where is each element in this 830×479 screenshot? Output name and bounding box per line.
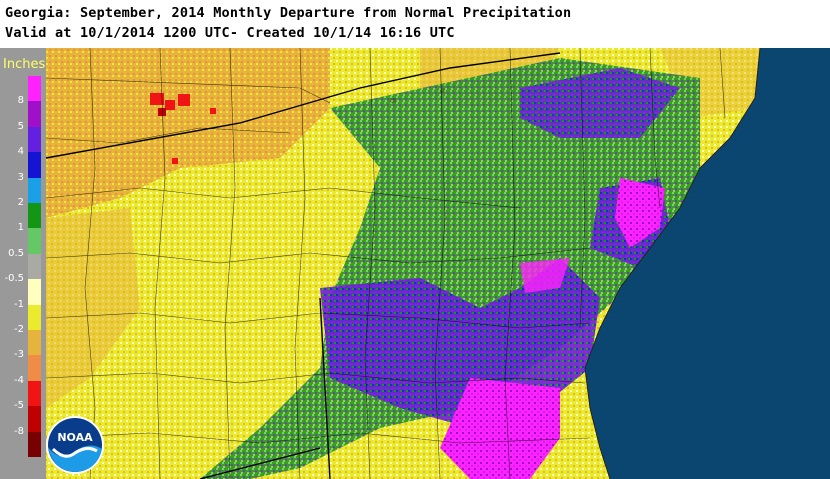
dry-region-west: [46, 208, 140, 408]
legend-swatch: [28, 380, 41, 407]
legend-label: -4: [14, 374, 24, 386]
extreme-wet-region-coast: [615, 178, 665, 248]
legend-label: -3: [14, 349, 24, 361]
legend-swatch: [28, 304, 41, 330]
map-header: Georgia: September, 2014 Monthly Departu…: [0, 0, 830, 48]
noaa-logo-text: NOAA: [57, 431, 93, 444]
legend-swatch: [28, 152, 41, 178]
legend-title: Inches: [3, 57, 46, 72]
precipitation-map: [0, 48, 830, 479]
county-borders: [45, 48, 726, 479]
legend-swatch: [28, 126, 41, 153]
coastline: [584, 48, 761, 479]
legend-swatch: [28, 330, 41, 356]
map-subtitle: Valid at 10/1/2014 1200 UTC- Created 10/…: [5, 25, 455, 41]
extreme-wet-region-south: [440, 378, 560, 479]
legend-label: 8: [17, 95, 24, 107]
legend-label: 3: [17, 171, 24, 183]
legend-label: 0.5: [8, 247, 24, 259]
legend-label: 4: [17, 146, 24, 158]
legend-label: -8: [14, 425, 24, 437]
legend-label: -5: [14, 400, 24, 412]
extreme-wet-region-mid: [520, 258, 570, 293]
legend-swatch: [28, 253, 41, 280]
legend-swatch: [28, 406, 41, 432]
legend-label: 5: [17, 120, 24, 132]
legend-swatch: [28, 228, 41, 254]
legend-swatch: [28, 76, 41, 102]
legend-label: 1: [17, 222, 24, 234]
legend-swatch: [28, 177, 41, 203]
legend-swatch: [28, 431, 41, 457]
legend-label: -1: [14, 298, 24, 310]
legend-swatch: [28, 355, 41, 381]
state-border: [45, 52, 561, 479]
map-title: Georgia: September, 2014 Monthly Departu…: [5, 5, 572, 21]
legend-swatch: [28, 101, 41, 127]
legend-panel: Inches 8 5 4 3 2 1 0.5 -0.5 -1 -2 -3 -4 -5 -8: [0, 48, 46, 479]
legend-label: -2: [14, 324, 24, 335]
legend-label: 2: [17, 197, 24, 208]
legend-swatch: [28, 203, 41, 229]
legend-label: -0.5: [4, 273, 24, 285]
precipitation-map-canvas: [0, 48, 830, 479]
ocean: [585, 48, 830, 479]
noaa-logo: NOAA: [46, 416, 104, 474]
legend-swatch: [28, 279, 41, 305]
very-wet-region-north: [520, 68, 680, 138]
